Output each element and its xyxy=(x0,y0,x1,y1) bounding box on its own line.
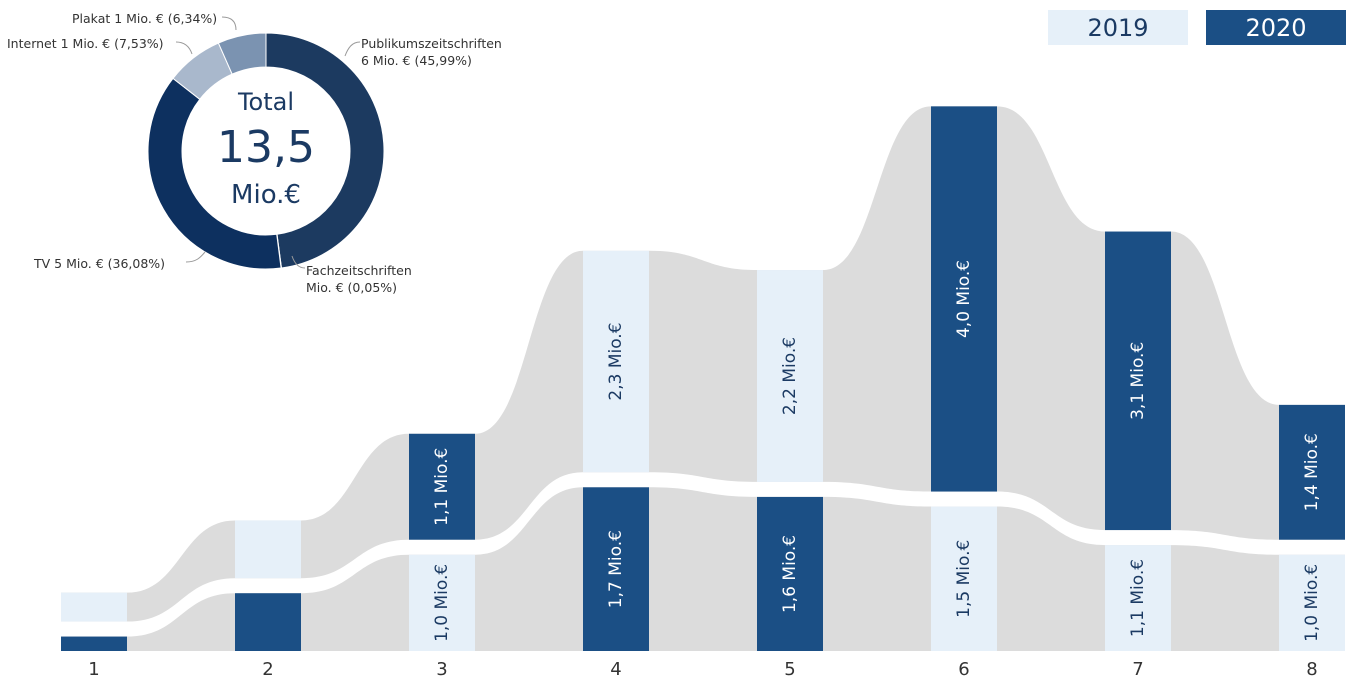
leader-internet xyxy=(175,41,193,55)
bar-2020-6 xyxy=(931,106,997,492)
bar-2020-4 xyxy=(583,487,649,651)
ribbon-upper-1-2 xyxy=(127,520,235,622)
x-tick-3: 3 xyxy=(436,659,447,678)
donut-label-internet: Internet 1 Mio. € (7,53%) xyxy=(7,36,164,51)
bar-2019-2 xyxy=(235,520,301,579)
donut-label-plakat: Plakat 1 Mio. € (6,34%) xyxy=(72,11,218,26)
data-label-2019-6: 1,5 Mio.€ xyxy=(954,540,974,618)
donut-leader-lines xyxy=(175,16,361,269)
bar-2020-2 xyxy=(235,593,301,651)
legend-2019-label: 2019 xyxy=(1087,13,1149,42)
donut-label-publikum-2: 6 Mio. € (45,99%) xyxy=(361,53,472,68)
bar-2019-8 xyxy=(1279,554,1345,651)
ribbon-upper-6-7 xyxy=(997,106,1105,531)
ribbon-upper-2-3 xyxy=(301,433,409,579)
data-label-2020-8: 1,4 Mio.€ xyxy=(1302,433,1322,511)
bar-2020-5 xyxy=(757,496,823,651)
ribbon-lower-6-7 xyxy=(997,506,1105,651)
data-label-2019-4: 2,3 Mio.€ xyxy=(606,322,626,400)
ribbon-upper-3-4 xyxy=(475,250,583,540)
donut-label-fach-1: Fachzeitschriften xyxy=(306,263,412,278)
ribbon-lower-2-3 xyxy=(301,554,409,651)
x-tick-6: 6 xyxy=(958,659,969,678)
donut-label-tv: TV 5 Mio. € (36,08%) xyxy=(34,256,166,271)
data-label-2020-7: 3,1 Mio.€ xyxy=(1128,342,1148,420)
legend-2019: 2019 xyxy=(1048,10,1188,45)
donut-label-fach-2: Mio. € (0,05%) xyxy=(306,280,398,295)
legend-2020-label: 2020 xyxy=(1245,13,1307,42)
legend-2020: 2020 xyxy=(1206,10,1346,45)
donut-center-value: 13,5 xyxy=(217,122,315,173)
bar-labels-layer: 1,0 Mio.€ 1,1 Mio.€ 1,7 Mio.€ 2,3 Mio.€ 1,6 … xyxy=(432,260,1322,642)
bar-2019-5 xyxy=(757,270,823,482)
donut-slice-publikumszeitschriften xyxy=(265,32,385,269)
data-label-2020-3: 1,1 Mio.€ xyxy=(432,448,452,526)
donut-center-unit: Mio.€ xyxy=(231,180,301,210)
bar-2020-7 xyxy=(1105,231,1171,531)
leader-publikum xyxy=(344,41,361,57)
bar-2020-3 xyxy=(409,433,475,540)
ribbon-lower-1-2 xyxy=(127,593,235,651)
leader-fach xyxy=(291,255,306,269)
bar-2019-1 xyxy=(61,592,127,622)
data-label-2019-5: 2,2 Mio.€ xyxy=(780,337,800,415)
ribbon-lower-7-8 xyxy=(1171,545,1279,651)
bars-layer xyxy=(61,106,1345,651)
leader-plakat xyxy=(221,16,237,31)
data-label-2020-5: 1,6 Mio.€ xyxy=(780,535,800,613)
data-label-2020-4: 1,7 Mio.€ xyxy=(606,530,626,608)
donut-slice-plakat xyxy=(217,32,267,75)
ribbon-upper-7-8 xyxy=(1171,231,1279,540)
ribbon-lower-5-6 xyxy=(823,496,931,651)
bar-2019-4 xyxy=(583,250,649,473)
x-axis-ticks: 1 2 3 4 5 6 7 8 xyxy=(88,659,1317,678)
x-tick-5: 5 xyxy=(784,659,795,678)
bar-2020-8 xyxy=(1279,404,1345,540)
donut-center-title: Total xyxy=(237,88,295,116)
ribbon-lower-3-4 xyxy=(475,487,583,651)
x-tick-8: 8 xyxy=(1306,659,1317,678)
data-label-2019-7: 1,1 Mio.€ xyxy=(1128,559,1148,637)
leader-tv xyxy=(185,251,206,263)
ribbon-lower-4-5 xyxy=(649,487,757,651)
donut-label-publikum-1: Publikumszeitschriften xyxy=(361,36,502,51)
donut-chart xyxy=(147,32,385,270)
data-label-2020-6: 4,0 Mio.€ xyxy=(954,260,974,338)
x-tick-1: 1 xyxy=(88,659,99,678)
donut-slice-tv xyxy=(147,77,282,270)
x-tick-4: 4 xyxy=(610,659,621,678)
x-tick-7: 7 xyxy=(1132,659,1143,678)
ribbon-upper-5-6 xyxy=(823,106,931,492)
bar-2020-1 xyxy=(61,636,127,651)
x-tick-2: 2 xyxy=(262,659,273,678)
bar-2019-3 xyxy=(409,554,475,651)
data-label-2019-3: 1,0 Mio.€ xyxy=(432,564,452,642)
ribbon-upper-4-5 xyxy=(649,250,757,482)
data-label-2019-8: 1,0 Mio.€ xyxy=(1302,564,1322,642)
bar-2019-7 xyxy=(1105,545,1171,651)
bar-2019-6 xyxy=(931,506,997,651)
